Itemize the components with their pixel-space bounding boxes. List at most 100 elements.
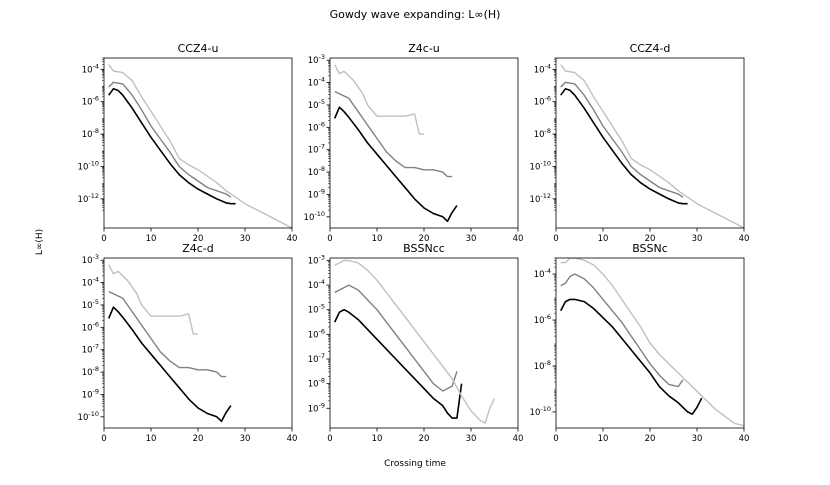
axes-frame (329, 257, 519, 429)
x-tick-label: 20 (645, 434, 656, 444)
axes-frame (103, 257, 293, 429)
series-line-low (559, 298, 703, 416)
y-tick-label: 10-8 (82, 127, 99, 140)
y-tick-label: 10-7 (308, 143, 325, 156)
y-tick-label: 10-4 (308, 278, 325, 291)
y-tick-label: 10-8 (308, 377, 325, 390)
subplot-title: BSSNcc (403, 242, 445, 255)
y-tick-label: 10-3 (82, 253, 99, 266)
y-tick-label: 10-4 (534, 267, 551, 280)
y-tick-label: 10-7 (82, 343, 99, 356)
y-tick-label: 10-8 (534, 127, 551, 140)
x-tick-label: 20 (193, 234, 204, 244)
series-line-high (334, 64, 424, 135)
series-line-mid (560, 81, 684, 198)
series-line-high (108, 264, 198, 335)
series-line-mid (108, 81, 232, 198)
y-tick-label: 10-9 (82, 387, 99, 400)
series-line-mid (560, 273, 684, 388)
x-tick-label: 10 (372, 234, 383, 244)
y-tick-label: 10-4 (82, 62, 99, 75)
series-line-low (107, 306, 232, 423)
x-tick-label: 10 (372, 434, 383, 444)
x-tick-label: 40 (287, 234, 298, 244)
subplot-title: Z4c-d (182, 242, 214, 255)
figure-title: Gowdy wave expanding: L∞(H) (330, 8, 501, 21)
series-line-low (560, 88, 688, 205)
y-tick-label: 10-6 (534, 313, 551, 326)
x-tick-label: 30 (466, 434, 477, 444)
x-tick-label: 30 (692, 434, 703, 444)
y-tick-label: 10-9 (308, 401, 325, 414)
x-tick-label: 40 (739, 234, 750, 244)
x-tick-label: 30 (692, 234, 703, 244)
subplot-3: CCZ4-d 0 10 20 30 40 10-4 10-6 10-8 10-10 10-12 (530, 42, 750, 244)
series-line-high (108, 64, 292, 228)
y-tick-label: 10-3 (308, 53, 325, 66)
y-tick-label: 10-10 (78, 410, 99, 423)
y-tick-label: 10-10 (78, 159, 99, 172)
x-tick-label: 10 (146, 234, 157, 244)
y-tick-label: 10-6 (534, 95, 551, 108)
x-tick-label: 10 (598, 434, 609, 444)
x-tick-label: 20 (645, 234, 656, 244)
y-tick-label: 10-12 (78, 192, 99, 205)
y-tick-label: 10-12 (530, 192, 551, 205)
x-tick-label: 30 (240, 234, 251, 244)
y-tick-label: 10-8 (534, 359, 551, 372)
x-tick-label: 0 (101, 234, 106, 244)
y-tick-label: 10-6 (308, 327, 325, 340)
series-line-low (333, 308, 463, 419)
series-line-mid (334, 90, 453, 178)
axes-frame (329, 57, 519, 229)
subplot-grid: CCZ4-u 0 10 20 30 40 10-4 10-6 10-8 10-10 10-12 Z4c… (78, 42, 750, 444)
series-line-low (108, 88, 236, 205)
series-line-high (560, 64, 744, 228)
series-line-high (334, 259, 496, 424)
x-tick-label: 40 (513, 434, 524, 444)
x-tick-label: 20 (419, 434, 430, 444)
axes-frame (555, 57, 745, 229)
axes-frame (103, 57, 293, 229)
y-tick-label: 10-6 (82, 320, 99, 333)
y-tick-label: 10-6 (308, 120, 325, 133)
x-tick-label: 20 (193, 434, 204, 444)
y-tick-label: 10-9 (308, 187, 325, 200)
y-tick-label: 10-8 (82, 365, 99, 378)
y-tick-label: 10-4 (308, 76, 325, 89)
x-tick-label: 40 (513, 234, 524, 244)
x-tick-label: 10 (146, 434, 157, 444)
x-tick-label: 40 (739, 434, 750, 444)
y-tick-label: 10-10 (530, 159, 551, 172)
x-tick-label: 0 (101, 434, 106, 444)
subplot-title: Z4c-u (408, 42, 440, 55)
y-tick-label: 10-5 (82, 298, 99, 311)
y-tick-label: 10-6 (82, 95, 99, 108)
subplot-title: CCZ4-u (178, 42, 219, 55)
subplot-6: BSSNc 0 10 20 30 40 10-4 10-6 10-8 10-10 (530, 242, 750, 444)
x-tick-label: 0 (553, 234, 558, 244)
x-tick-label: 20 (419, 234, 430, 244)
x-tick-label: 40 (287, 434, 298, 444)
x-tick-label: 0 (553, 434, 558, 444)
subplot-title: CCZ4-d (630, 42, 671, 55)
y-tick-label: 10-10 (530, 405, 551, 418)
y-axis-label: L∞(H) (35, 229, 45, 255)
x-axis-label: Crossing time (384, 459, 446, 469)
y-tick-label: 10-7 (308, 352, 325, 365)
y-tick-label: 10-4 (534, 62, 551, 75)
subplot-4: Z4c-d 0 10 20 30 40 10-3 10-4 10-5 10-6 10-7 10-8 10… (78, 242, 298, 444)
y-tick-label: 10-8 (308, 165, 325, 178)
y-tick-label: 10-3 (308, 253, 325, 266)
series-line-high (560, 258, 744, 427)
subplot-5: BSSNcc 0 10 20 30 40 10-3 10-4 10-5 10-6 10-7 10-8 1… (308, 242, 524, 444)
subplot-title: BSSNc (632, 242, 668, 255)
y-tick-label: 10-10 (304, 210, 325, 223)
series-line-mid (108, 290, 227, 378)
x-tick-label: 30 (240, 434, 251, 444)
x-tick-label: 0 (327, 234, 332, 244)
x-tick-label: 10 (598, 234, 609, 244)
subplot-1: CCZ4-u 0 10 20 30 40 10-4 10-6 10-8 10-10 10-12 (78, 42, 298, 244)
